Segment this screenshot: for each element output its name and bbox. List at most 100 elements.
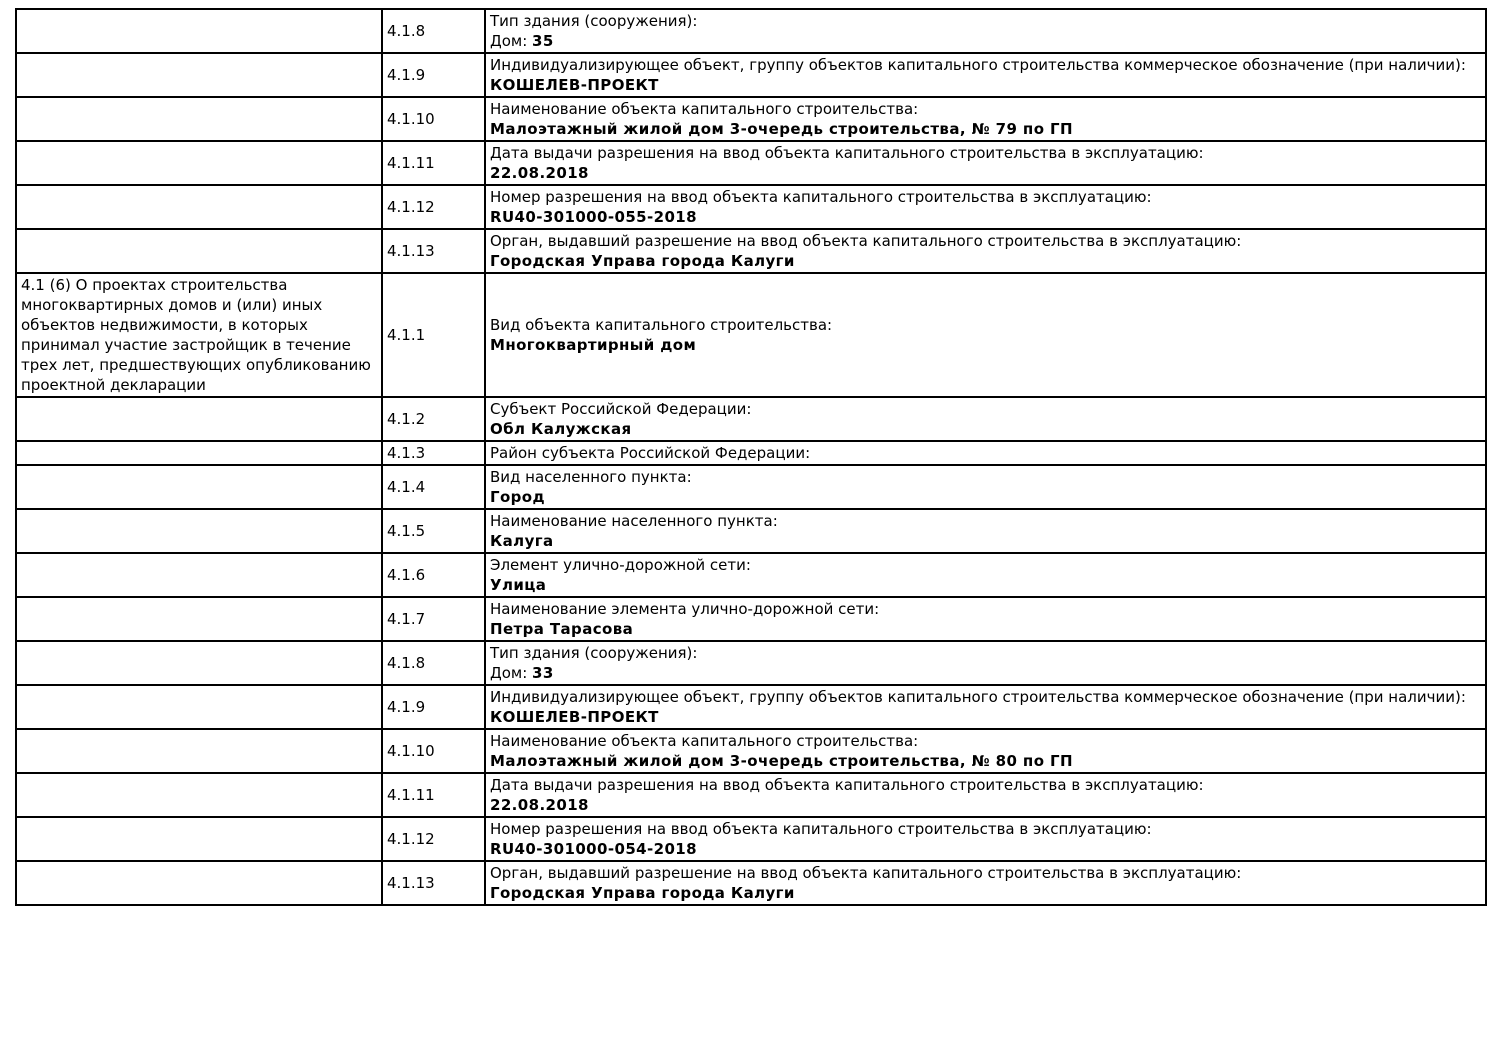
row-code: 4.1.13	[387, 242, 435, 260]
code-cell: 4.1.13	[381, 228, 486, 274]
value-line: Дом: 35	[490, 31, 1481, 51]
field-label: Орган, выдавший разрешение на ввод объек…	[490, 864, 1242, 882]
content-cell: Наименование объекта капитального строит…	[484, 96, 1487, 142]
field-value: Город	[490, 488, 546, 506]
value-line: Петра Тарасова	[490, 619, 1481, 639]
content-cell: Тип здания (сооружения): Дом: 33	[484, 640, 1487, 686]
field-label: Вид населенного пункта:	[490, 468, 692, 486]
section-cell	[15, 464, 383, 510]
row-code: 4.1.2	[387, 410, 426, 428]
value-line: 22.08.2018	[490, 795, 1481, 815]
row-code: 4.1.5	[387, 522, 426, 540]
field-label: Индивидуализирующее объект, группу объек…	[490, 56, 1466, 74]
row-code: 4.1.11	[387, 154, 435, 172]
code-cell: 4.1.2	[381, 396, 486, 442]
value-line: RU40-301000-055-2018	[490, 207, 1481, 227]
table-row: 4.1.2 Субъект Российской Федерации: Обл …	[15, 396, 1487, 442]
code-cell: 4.1.10	[381, 728, 486, 774]
value-line: 22.08.2018	[490, 163, 1481, 183]
content-cell: Наименование населенного пункта: Калуга	[484, 508, 1487, 554]
field-value: Многоквартирный дом	[490, 336, 697, 354]
table-row: 4.1.7 Наименование элемента улично-дорож…	[15, 596, 1487, 642]
table-row: 4.1.6 Элемент улично-дорожной сети: Улиц…	[15, 552, 1487, 598]
code-cell: 4.1.4	[381, 464, 486, 510]
code-cell: 4.1.9	[381, 52, 486, 98]
section-cell	[15, 184, 383, 230]
field-value: 33	[532, 664, 554, 682]
value-line: Калуга	[490, 531, 1481, 551]
row-code: 4.1.13	[387, 874, 435, 892]
section-cell	[15, 96, 383, 142]
content-cell: Дата выдачи разрешения на ввод объекта к…	[484, 140, 1487, 186]
code-cell: 4.1.6	[381, 552, 486, 598]
code-cell: 4.1.11	[381, 140, 486, 186]
field-label: Наименование объекта капитального строит…	[490, 732, 919, 750]
value-line: Малоэтажный жилой дом 3-очередь строител…	[490, 751, 1481, 771]
field-label: Дата выдачи разрешения на ввод объекта к…	[490, 776, 1204, 794]
row-code: 4.1.12	[387, 830, 435, 848]
content-cell: Район субъекта Российской Федерации:	[484, 440, 1487, 466]
code-cell: 4.1.8	[381, 640, 486, 686]
value-line: Город	[490, 487, 1481, 507]
row-code: 4.1.9	[387, 66, 426, 84]
field-value: 22.08.2018	[490, 164, 589, 182]
table-row: 4.1.8 Тип здания (сооружения): Дом: 33	[15, 640, 1487, 686]
section-cell	[15, 772, 383, 818]
code-cell: 4.1.1	[381, 272, 486, 398]
section-cell	[15, 508, 383, 554]
value-line: КОШЕЛЕВ-ПРОЕКТ	[490, 75, 1481, 95]
section-cell	[15, 728, 383, 774]
table-body: 4.1.8 Тип здания (сооружения): Дом: 35 4…	[15, 8, 1487, 906]
value-line: Многоквартирный дом	[490, 335, 1481, 355]
section-cell	[15, 816, 383, 862]
section-cell	[15, 552, 383, 598]
field-value: Улица	[490, 576, 547, 594]
field-label: Номер разрешения на ввод объекта капитал…	[490, 188, 1152, 206]
section-cell	[15, 860, 383, 906]
value-prefix: Дом:	[490, 32, 533, 50]
declaration-table: 4.1.8 Тип здания (сооружения): Дом: 35 4…	[15, 8, 1487, 906]
field-value: Калуга	[490, 532, 554, 550]
row-code: 4.1.12	[387, 198, 435, 216]
section-cell	[15, 140, 383, 186]
table-row: 4.1 (6) О проектах строительства многокв…	[15, 272, 1487, 398]
value-prefix: Дом:	[490, 664, 533, 682]
value-line: КОШЕЛЕВ-ПРОЕКТ	[490, 707, 1481, 727]
row-code: 4.1.6	[387, 566, 426, 584]
code-cell: 4.1.5	[381, 508, 486, 554]
code-cell: 4.1.7	[381, 596, 486, 642]
table-row: 4.1.5 Наименование населенного пункта: К…	[15, 508, 1487, 554]
table-row: 4.1.10 Наименование объекта капитального…	[15, 728, 1487, 774]
field-label: Тип здания (сооружения):	[490, 644, 698, 662]
section-cell: 4.1 (6) О проектах строительства многокв…	[15, 272, 383, 398]
table-row: 4.1.11 Дата выдачи разрешения на ввод об…	[15, 772, 1487, 818]
code-cell: 4.1.12	[381, 184, 486, 230]
row-code: 4.1.8	[387, 654, 426, 672]
content-cell: Орган, выдавший разрешение на ввод объек…	[484, 860, 1487, 906]
field-label: Субъект Российской Федерации:	[490, 400, 752, 418]
row-code: 4.1.8	[387, 22, 426, 40]
field-label: Наименование объекта капитального строит…	[490, 100, 919, 118]
row-code: 4.1.7	[387, 610, 426, 628]
content-cell: Вид объекта капитального строительства: …	[484, 272, 1487, 398]
row-code: 4.1.1	[387, 326, 426, 344]
field-value: Петра Тарасова	[490, 620, 634, 638]
field-value: 35	[532, 32, 554, 50]
row-code: 4.1.4	[387, 478, 426, 496]
field-value: 22.08.2018	[490, 796, 589, 814]
content-cell: Дата выдачи разрешения на ввод объекта к…	[484, 772, 1487, 818]
field-value: КОШЕЛЕВ-ПРОЕКТ	[490, 708, 659, 726]
table-row: 4.1.4 Вид населенного пункта: Город	[15, 464, 1487, 510]
code-cell: 4.1.12	[381, 816, 486, 862]
section-cell	[15, 640, 383, 686]
code-cell: 4.1.13	[381, 860, 486, 906]
content-cell: Вид населенного пункта: Город	[484, 464, 1487, 510]
value-line: Городская Управа города Калуги	[490, 251, 1481, 271]
field-label: Орган, выдавший разрешение на ввод объек…	[490, 232, 1242, 250]
section-cell	[15, 440, 383, 466]
section-cell	[15, 8, 383, 54]
content-cell: Наименование элемента улично-дорожной се…	[484, 596, 1487, 642]
content-cell: Тип здания (сооружения): Дом: 35	[484, 8, 1487, 54]
value-line: Обл Калужская	[490, 419, 1481, 439]
